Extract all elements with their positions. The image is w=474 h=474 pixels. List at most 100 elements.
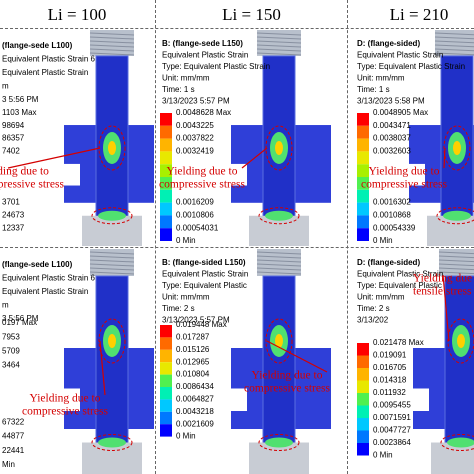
legend-swatch	[160, 387, 172, 400]
info-line: 3/13/2023 5:57 PM	[162, 97, 230, 106]
flange-step	[60, 163, 80, 186]
row-separator	[0, 247, 474, 248]
thread	[89, 48, 135, 52]
annotation: compressive stress	[159, 179, 245, 191]
info-line: 3/13/202	[357, 316, 389, 325]
info-line: Equivalent Plastic Strain	[357, 270, 443, 279]
info-line: 3/13/2023 5:57 PM	[162, 316, 230, 325]
legend-label: 67322	[2, 418, 25, 427]
legend-label: 0.019091	[373, 351, 407, 360]
thread	[89, 52, 135, 56]
legend-swatch	[160, 337, 172, 350]
thread	[256, 263, 302, 267]
info-line: (flange-sede L100)	[2, 260, 73, 269]
info-line: Time: 2 s	[162, 304, 195, 313]
legend-swatch	[160, 189, 172, 203]
legend-label: 0.017287	[176, 333, 210, 342]
row-separator	[0, 28, 474, 29]
legend-label: 86357	[2, 134, 25, 143]
legend-label: Min	[2, 460, 15, 469]
bolt-shaft	[95, 275, 129, 448]
legend-label: 98694	[2, 121, 25, 130]
info-line: (flange-sede L100)	[2, 41, 73, 50]
thread	[89, 40, 135, 44]
nut	[427, 215, 474, 246]
annotation: compressive stress	[361, 179, 447, 191]
legend-label: 0.0010868	[373, 211, 411, 220]
annotation-arrow	[99, 340, 106, 396]
annotation-arrow	[443, 147, 446, 169]
thread	[256, 251, 302, 255]
result-panel: D: (flange-sided) Equivalent Plastic Stra…	[349, 30, 474, 246]
marker-ring	[98, 318, 126, 364]
yield-zone	[443, 210, 471, 221]
column-separator	[155, 0, 156, 474]
info-line: Type: Equivalent Plastic	[357, 281, 442, 290]
legend-swatch	[160, 411, 172, 425]
nut	[82, 442, 142, 474]
yield-zone	[98, 210, 126, 221]
legend-label: 0.014318	[373, 376, 407, 385]
info-line: m	[2, 301, 9, 310]
info-line: D: (flange-sided)	[357, 258, 420, 267]
info-line: Type: Equivalent Plastic	[162, 281, 247, 290]
legend-label: 0.0043471	[373, 121, 411, 130]
legend-label: 7953	[2, 332, 20, 341]
thread	[256, 36, 302, 40]
panel-graphic: (flange-sede L100) Equivalent Plastic Str…	[0, 30, 154, 246]
info-line: 3 5:56 PM	[2, 95, 39, 104]
legend-swatch	[357, 355, 369, 368]
legend-label: 0.0071591	[373, 413, 411, 422]
legend-swatch	[357, 343, 369, 356]
result-panel: B: (flange-sede L150) Equivalent Plastic …	[157, 30, 346, 246]
legend-swatch	[160, 164, 172, 177]
legend-label: 0.00054339	[373, 223, 416, 232]
info-line: m	[2, 82, 9, 91]
legend-swatch	[160, 228, 172, 241]
marker-ring	[91, 434, 133, 451]
legend-label: 0.0047727	[373, 426, 411, 435]
legend-swatch	[160, 374, 172, 387]
info-line: Equivalent Plastic Strain	[162, 270, 248, 279]
legend-swatch	[160, 325, 172, 338]
info-line: Unit: mm/mm	[357, 74, 405, 83]
legend-label: 0.0037822	[176, 134, 214, 143]
info-line: Equivalent Plastic Strain	[2, 68, 88, 77]
flange-step	[60, 388, 80, 411]
column-header: Li = 150	[222, 5, 281, 24]
yield-core	[453, 141, 461, 155]
thread	[89, 44, 135, 48]
annotation: Yielding due to	[252, 370, 323, 382]
legend-label: 0.0032603	[373, 147, 411, 156]
legend-swatch	[357, 164, 369, 177]
legend-swatch	[357, 177, 369, 190]
annotation: Yielding due	[413, 273, 472, 285]
info-line: D: (flange-sided)	[357, 39, 420, 48]
thread	[256, 255, 302, 259]
annotation: Yielding due to	[369, 166, 440, 178]
thread	[256, 48, 302, 52]
marker-ring	[258, 207, 300, 225]
legend-swatch	[357, 138, 369, 152]
flange-step	[227, 388, 247, 411]
legend-swatch	[160, 113, 172, 126]
result-panel: B: (flange-sided L150) Equivalent Plastic…	[157, 249, 346, 474]
info-line: Time: 2 s	[357, 304, 390, 313]
info-line: Equivalent Plastic Strain	[2, 287, 88, 296]
info-line: Unit: mm/mm	[357, 293, 405, 302]
legend-swatch	[160, 215, 172, 229]
annotation-arrow	[442, 274, 450, 342]
legend-swatch	[357, 380, 369, 393]
yield-core	[457, 334, 465, 348]
yield-core	[108, 334, 116, 348]
legend-label: 0 Min	[373, 451, 393, 460]
legend-swatch	[357, 430, 369, 443]
info-line: Unit: mm/mm	[162, 74, 210, 83]
annotation-arrow	[7, 147, 101, 169]
thread	[89, 32, 135, 36]
legend-label: 0197 Max	[2, 318, 37, 327]
bolt-shaft	[262, 275, 296, 448]
info-line: Equivalent Plastic Strain 6	[2, 274, 95, 283]
result-panel: (flange-sede L100) Equivalent Plastic Str…	[0, 30, 154, 246]
